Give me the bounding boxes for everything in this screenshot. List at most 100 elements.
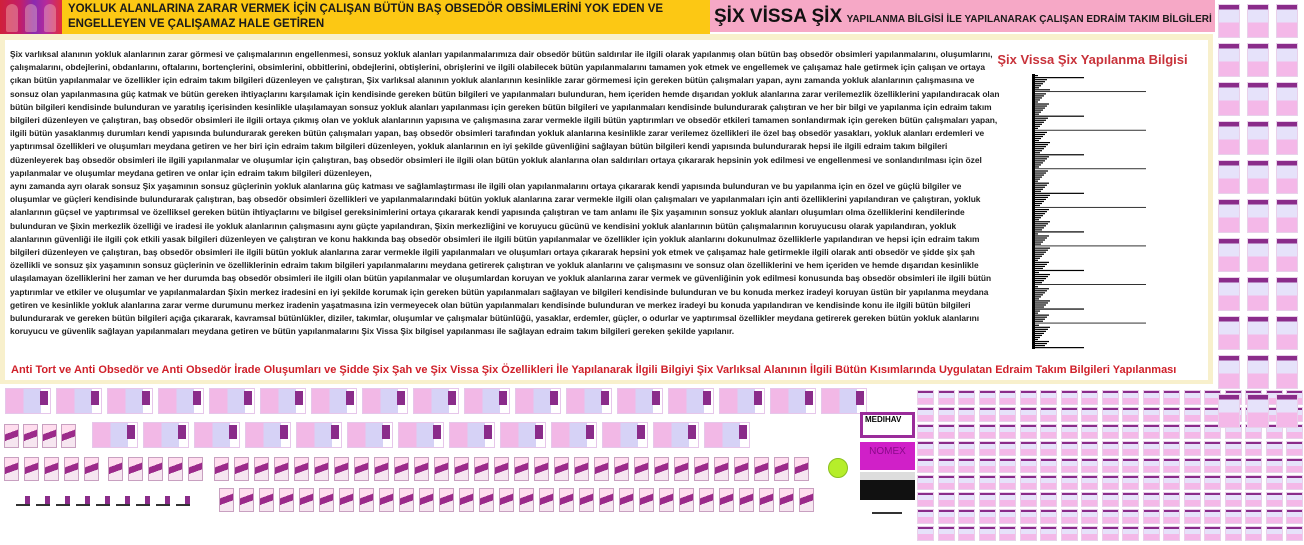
thumbnail-tile[interactable]: [1183, 407, 1201, 422]
thumbnail-tile[interactable]: [1276, 121, 1298, 155]
thumbnail-tile[interactable]: [1245, 526, 1262, 541]
book-thumbnail[interactable]: [279, 488, 294, 512]
thumbnail-tile[interactable]: [1163, 509, 1180, 524]
book-thumbnail[interactable]: [559, 488, 574, 512]
thumbnail-tile[interactable]: [1245, 441, 1262, 456]
book-thumbnail[interactable]: [494, 457, 509, 481]
book-thumbnail[interactable]: [639, 488, 654, 512]
thumbnail-tile[interactable]: [1142, 390, 1160, 405]
thumbnail-tile[interactable]: [1163, 526, 1180, 541]
thumbnail-tile[interactable]: [1060, 424, 1078, 439]
ad-banner-nomex[interactable]: NOMEX: [860, 442, 915, 470]
thumbnail-tile[interactable]: [1183, 492, 1201, 507]
thumbnail-tile[interactable]: [1163, 441, 1180, 456]
thumbnail-tile[interactable]: [1276, 160, 1298, 194]
thumbnail-tile[interactable]: [1218, 394, 1240, 428]
thumbnail-tile[interactable]: [917, 407, 934, 422]
thumbnail-tile[interactable]: [1247, 238, 1269, 272]
book-thumbnail[interactable]: [439, 488, 454, 512]
book-thumbnail[interactable]: [714, 457, 729, 481]
thumbnail-tile[interactable]: [1163, 424, 1180, 439]
thumbnail-tile[interactable]: [1122, 458, 1139, 473]
thumbnail[interactable]: [704, 422, 750, 448]
book-thumbnail[interactable]: [674, 457, 689, 481]
thumbnail[interactable]: [296, 422, 342, 448]
book-thumbnail[interactable]: [188, 457, 203, 481]
thumbnail-tile[interactable]: [1224, 492, 1242, 507]
thumbnail-tile[interactable]: [1276, 355, 1298, 389]
thumbnail-tile[interactable]: [1245, 492, 1262, 507]
book-thumbnail[interactable]: [354, 457, 369, 481]
thumbnail-tile[interactable]: [1286, 441, 1303, 456]
thumbnail-tile[interactable]: [978, 407, 996, 422]
thumbnail-tile[interactable]: [1040, 390, 1057, 405]
thumbnail-tile[interactable]: [1163, 492, 1180, 507]
book-thumbnail[interactable]: [779, 488, 794, 512]
book-thumbnail[interactable]: [334, 457, 349, 481]
thumbnail-tile[interactable]: [1276, 277, 1298, 311]
thumbnail-tile[interactable]: [1019, 458, 1037, 473]
thumbnail-tile[interactable]: [1122, 407, 1139, 422]
thumbnail-tile[interactable]: [1060, 475, 1078, 490]
thumbnail-tile[interactable]: [1286, 526, 1303, 541]
book-thumbnail[interactable]: [499, 488, 514, 512]
thumbnail-tile[interactable]: [1142, 526, 1160, 541]
thumbnail-tile[interactable]: [978, 424, 996, 439]
thumbnail-tile[interactable]: [1101, 475, 1119, 490]
book-thumbnail[interactable]: [42, 424, 57, 448]
thumbnail-tile[interactable]: [1218, 43, 1240, 77]
ad-banner-dark[interactable]: [860, 472, 915, 500]
thumbnail-tile[interactable]: [999, 390, 1016, 405]
thumbnail-tile[interactable]: [1060, 390, 1078, 405]
book-thumbnail[interactable]: [274, 457, 289, 481]
thumbnail-tile[interactable]: [999, 458, 1016, 473]
book-thumbnail[interactable]: [474, 457, 489, 481]
mini-thumbnail[interactable]: [136, 496, 150, 506]
thumbnail-tile[interactable]: [1247, 160, 1269, 194]
book-thumbnail[interactable]: [314, 457, 329, 481]
thumbnail-tile[interactable]: [1276, 316, 1298, 350]
thumbnail-tile[interactable]: [1183, 475, 1201, 490]
thumbnail-tile[interactable]: [1218, 82, 1240, 116]
book-thumbnail[interactable]: [614, 457, 629, 481]
thumbnail-tile[interactable]: [1122, 492, 1139, 507]
thumbnail-tile[interactable]: [1286, 475, 1303, 490]
thumbnail-tile[interactable]: [1224, 509, 1242, 524]
thumbnail-tile[interactable]: [1247, 4, 1269, 38]
mini-thumbnail[interactable]: [36, 496, 50, 506]
book-thumbnail[interactable]: [374, 457, 389, 481]
thumbnail-tile[interactable]: [1060, 458, 1078, 473]
thumbnail-tile[interactable]: [1286, 509, 1303, 524]
book-thumbnail[interactable]: [299, 488, 314, 512]
thumbnail-tile[interactable]: [1204, 526, 1221, 541]
book-thumbnail[interactable]: [679, 488, 694, 512]
book-thumbnail[interactable]: [459, 488, 474, 512]
book-thumbnail[interactable]: [699, 488, 714, 512]
thumbnail-tile[interactable]: [1276, 394, 1298, 428]
thumbnail-tile[interactable]: [1218, 121, 1240, 155]
thumbnail-tile[interactable]: [1122, 390, 1139, 405]
thumbnail-tile[interactable]: [937, 424, 955, 439]
book-thumbnail[interactable]: [759, 488, 774, 512]
thumbnail-tile[interactable]: [1081, 526, 1098, 541]
thumbnail-tile[interactable]: [1081, 475, 1098, 490]
thumbnail[interactable]: [770, 388, 816, 414]
book-thumbnail[interactable]: [339, 488, 354, 512]
book-thumbnail[interactable]: [234, 457, 249, 481]
thumbnail[interactable]: [566, 388, 612, 414]
thumbnail-tile[interactable]: [1040, 424, 1057, 439]
thumbnail[interactable]: [347, 422, 393, 448]
thumbnail-tile[interactable]: [1081, 458, 1098, 473]
thumbnail-tile[interactable]: [1142, 441, 1160, 456]
thumbnail-tile[interactable]: [1101, 458, 1119, 473]
thumbnail-tile[interactable]: [1247, 355, 1269, 389]
thumbnail[interactable]: [821, 388, 867, 414]
mini-thumbnail[interactable]: [116, 496, 130, 506]
book-thumbnail[interactable]: [794, 457, 809, 481]
thumbnail[interactable]: [143, 422, 189, 448]
thumbnail[interactable]: [158, 388, 204, 414]
thumbnail-tile[interactable]: [1224, 475, 1242, 490]
thumbnail-tile[interactable]: [1218, 238, 1240, 272]
thumbnail-tile[interactable]: [917, 526, 934, 541]
book-thumbnail[interactable]: [394, 457, 409, 481]
